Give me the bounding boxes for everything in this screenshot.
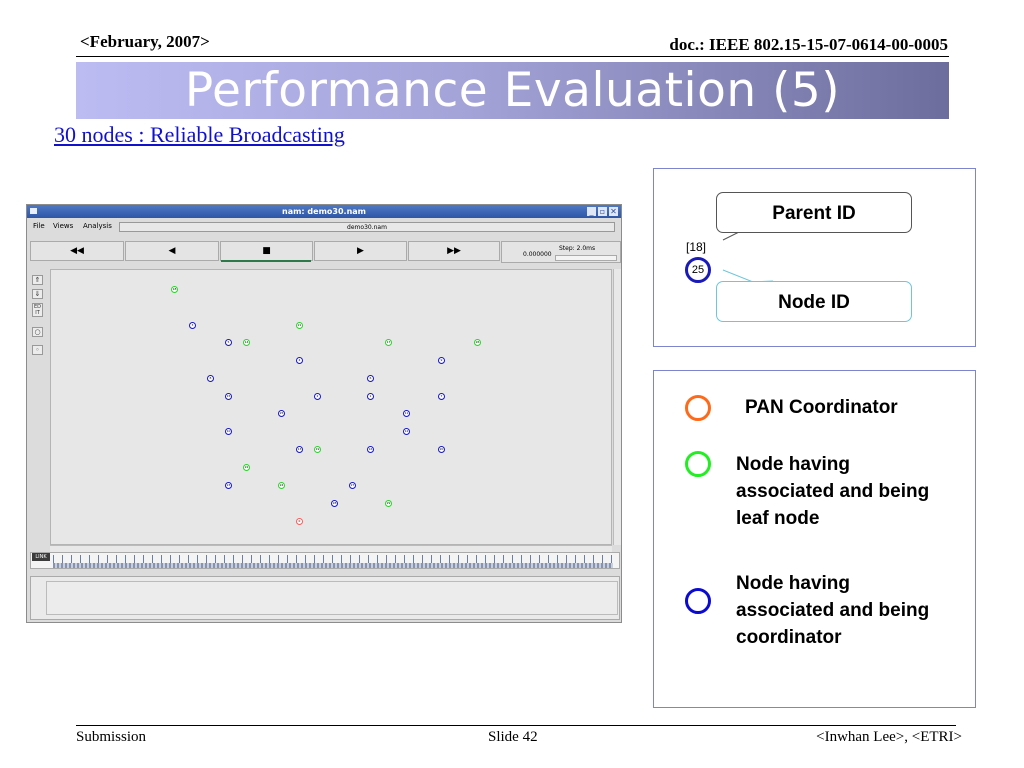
canvas-vertical-scrollbar[interactable] — [613, 269, 621, 545]
network-node[interactable]: 26 — [474, 339, 481, 346]
network-node[interactable]: 29 — [385, 500, 392, 507]
annotation-list[interactable] — [46, 581, 618, 615]
fast-rewind-button[interactable]: ◀◀ — [30, 241, 124, 261]
canvas-horizontal-scrollbar[interactable] — [50, 545, 612, 552]
network-node[interactable]: 20 — [438, 446, 445, 453]
footer-divider — [76, 725, 956, 726]
step-slider[interactable] — [555, 255, 617, 261]
legend-pan-coordinator: PAN Coordinator — [745, 397, 898, 418]
footer-slide-number: Slide 42 — [488, 729, 538, 745]
menu-file[interactable]: File — [33, 222, 45, 230]
timeline-band — [53, 563, 613, 568]
footer-submission: Submission — [76, 729, 147, 745]
stop-button[interactable]: ■ — [220, 241, 313, 261]
maximize-button[interactable]: ▫ — [598, 207, 607, 216]
network-node[interactable]: 18 — [171, 286, 178, 293]
network-node[interactable]: 16 — [367, 446, 374, 453]
menu-analysis[interactable]: Analysis — [83, 222, 112, 230]
network-node[interactable]: 14 — [243, 339, 250, 346]
network-node[interactable]: 7 — [438, 393, 445, 400]
network-node[interactable]: 25 — [278, 410, 285, 417]
parent-id-callout: Parent ID — [716, 192, 912, 233]
network-node[interactable]: 27 — [349, 482, 356, 489]
footer-author: <Inwhan Lee>, <ETRI> — [816, 729, 962, 745]
network-node[interactable]: 19 — [314, 446, 321, 453]
zoom-in-tool[interactable]: ⇑ — [32, 275, 43, 285]
network-node[interactable]: 12 — [403, 428, 410, 435]
example-node: 25 — [685, 257, 711, 283]
nam-menubar: File Views Analysis — [29, 220, 619, 235]
slide-subtitle-link[interactable]: 30 nodes : Reliable Broadcasting — [54, 122, 345, 147]
network-node[interactable]: 6 — [367, 375, 374, 382]
timeline-label: LINK — [32, 553, 50, 561]
nam-window: nam: demo30.nam _ ▫ ✕ File Views Analysi… — [26, 204, 622, 623]
nam-window-titlebar — [27, 205, 621, 218]
leaf-node-circle-icon — [685, 451, 711, 477]
network-node[interactable]: 0 — [296, 518, 303, 525]
network-node[interactable]: 10 — [225, 428, 232, 435]
network-node[interactable]: 3 — [189, 322, 196, 329]
header-divider — [76, 56, 949, 57]
trace-filename: demo30.nam — [119, 222, 615, 232]
zoom-out-tool[interactable]: ⇓ — [32, 289, 43, 299]
network-node[interactable]: 17 — [385, 339, 392, 346]
network-node[interactable]: 5 — [225, 339, 232, 346]
network-node[interactable]: 22 — [243, 464, 250, 471]
annotation-panel — [30, 576, 620, 620]
network-node[interactable]: 23 — [225, 482, 232, 489]
network-node[interactable]: 13 — [296, 446, 303, 453]
nam-window-title: nam: demo30.nam — [282, 207, 366, 216]
node-id-callout: Node ID — [716, 281, 912, 322]
network-node[interactable]: 2 — [314, 393, 321, 400]
header-doc-id: doc.: IEEE 802.15-15-07-0614-00-0005 — [669, 35, 948, 54]
network-node[interactable]: 24 — [278, 482, 285, 489]
header-date: <February, 2007> — [80, 32, 210, 51]
play-button[interactable]: ▶ — [314, 241, 407, 261]
legend-coordinator-node: Node having associated and being coordin… — [736, 573, 930, 648]
step-label: Step: 2.0ms — [559, 245, 596, 252]
timeline-ticks — [53, 555, 613, 563]
small-circle-tool[interactable]: ◦ — [32, 345, 43, 355]
rewind-button[interactable]: ◀ — [125, 241, 219, 261]
window-menu-icon[interactable] — [30, 208, 37, 214]
close-button[interactable]: ✕ — [609, 207, 618, 216]
legend-leaf-node: Node having associated and being leaf no… — [736, 454, 930, 529]
coordinator-node-circle-icon — [685, 588, 711, 614]
slide-title: Performance Evaluation (5) — [184, 63, 841, 118]
fast-forward-button[interactable]: ▶▶ — [408, 241, 500, 261]
network-node[interactable]: 28 — [331, 500, 338, 507]
parent-id-example: [18] — [686, 240, 707, 254]
node-type-legend-box — [653, 370, 976, 708]
circle-tool[interactable]: ○ — [32, 327, 43, 337]
network-node[interactable]: 4 — [296, 357, 303, 364]
minimize-button[interactable]: _ — [587, 207, 596, 216]
network-node[interactable]: 9 — [438, 357, 445, 364]
menu-views[interactable]: Views — [53, 222, 74, 230]
stop-active-indicator — [221, 260, 311, 262]
pan-coordinator-circle-icon — [685, 395, 711, 421]
network-canvas[interactable]: 18 3 21 5 14 17 26 4 9 8 6 15 2 1 7 25 11 10 12 13 16 19 20 22 2… — [50, 269, 612, 545]
current-time: 0.000000 — [523, 251, 552, 258]
network-node[interactable]: 8 — [207, 375, 214, 382]
timeline-bar[interactable]: LINK — [30, 552, 620, 569]
network-node[interactable]: 11 — [403, 410, 410, 417]
title-banner — [76, 62, 949, 119]
network-node[interactable]: 1 — [367, 393, 374, 400]
edit-tool[interactable]: ED IT — [32, 303, 43, 317]
network-node[interactable]: 15 — [225, 393, 232, 400]
network-node[interactable]: 21 — [296, 322, 303, 329]
